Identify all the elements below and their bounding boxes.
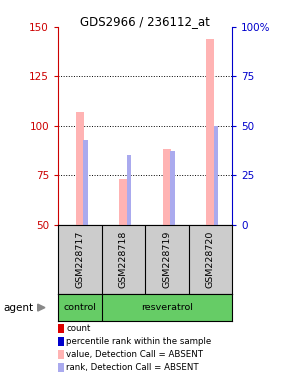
Bar (76, 112, 84, 225)
Bar (127, 156, 131, 225)
Bar (214, 126, 218, 225)
Bar (83, 140, 88, 225)
Text: resveratrol: resveratrol (141, 303, 193, 312)
Bar (206, 39, 214, 225)
Polygon shape (38, 304, 45, 311)
Text: GSM228719: GSM228719 (162, 230, 171, 288)
Text: GSM228720: GSM228720 (206, 230, 215, 288)
Text: GDS2966 / 236112_at: GDS2966 / 236112_at (80, 15, 210, 28)
Text: agent: agent (3, 303, 33, 313)
Text: percentile rank within the sample: percentile rank within the sample (66, 337, 211, 346)
Text: GSM228717: GSM228717 (75, 230, 84, 288)
Text: rank, Detection Call = ABSENT: rank, Detection Call = ABSENT (66, 363, 199, 372)
Bar (163, 149, 171, 225)
Text: value, Detection Call = ABSENT: value, Detection Call = ABSENT (66, 350, 203, 359)
Text: count: count (66, 324, 90, 333)
Text: control: control (63, 303, 96, 312)
Text: GSM228718: GSM228718 (119, 230, 128, 288)
Bar (119, 179, 127, 225)
Bar (170, 151, 175, 225)
